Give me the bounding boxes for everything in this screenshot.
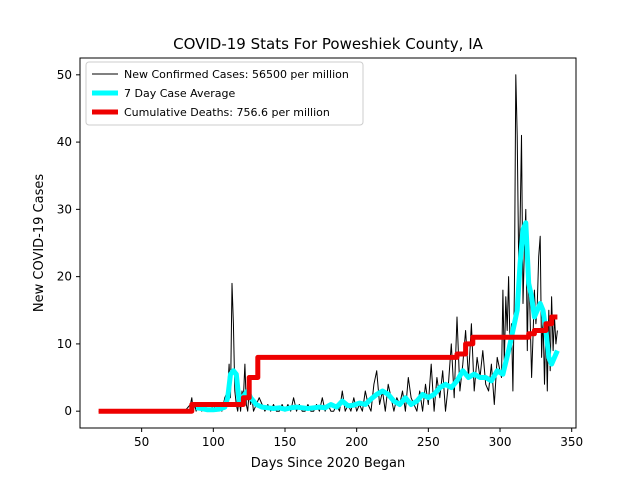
y-tick-label: 50 <box>57 68 72 82</box>
y-tick-label: 10 <box>57 337 72 351</box>
series-layer <box>98 74 560 414</box>
y-tick-label: 20 <box>57 270 72 284</box>
y-tick-label: 30 <box>57 202 72 216</box>
x-axis: 50 100 150 200 250 300 350 <box>134 428 583 449</box>
y-axis: 0 10 20 30 40 50 <box>57 68 80 418</box>
y-tick-label: 0 <box>64 404 72 418</box>
x-tick-label: 100 <box>202 435 225 449</box>
plot-frame <box>79 57 577 429</box>
x-tick-label: 200 <box>345 435 368 449</box>
y-tick-label: 40 <box>57 135 72 149</box>
legend-box <box>85 61 364 126</box>
x-tick-label: 50 <box>134 435 149 449</box>
y-axis-label: New COVID-19 Cases <box>32 174 47 312</box>
x-tick-label: 300 <box>489 435 512 449</box>
legend-label-1: New Confirmed Cases: 56500 per million <box>124 68 349 81</box>
legend: New Confirmed Cases: 56500 per million 7 … <box>85 61 364 126</box>
legend-label-2: 7 Day Case Average <box>124 87 236 100</box>
legend-label-3: Cumulative Deaths: 756.6 per million <box>124 106 330 119</box>
x-tick-label: 150 <box>274 435 297 449</box>
x-tick-label: 250 <box>417 435 440 449</box>
chart-title: COVID-19 Stats For Poweshiek County, IA <box>173 35 484 53</box>
x-tick-label: 350 <box>560 435 583 449</box>
series-line-3 <box>98 314 558 414</box>
x-axis-label: Days Since 2020 Began <box>251 456 406 471</box>
